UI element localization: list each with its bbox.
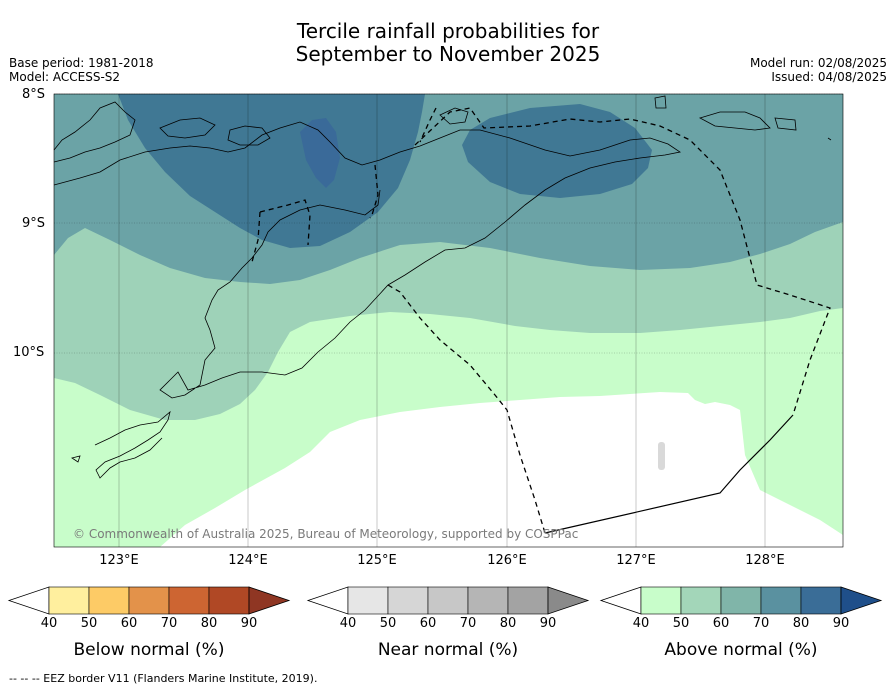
lon-label-125e: 125°E — [357, 553, 397, 568]
eez-solid-segment — [544, 414, 794, 534]
colorbar-2-tick: 80 — [499, 616, 517, 631]
colorbar-2-extend-low — [306, 586, 349, 615]
colorbar-1-title: Below normal (%) — [73, 640, 225, 660]
colorbar-1-cell — [168, 586, 210, 615]
colorbar-2-cell — [507, 586, 549, 615]
atauro-coast — [439, 107, 469, 125]
colorbar-1-extend-high — [248, 586, 291, 615]
colorbar-2-extend-high — [547, 586, 590, 615]
moa-coast — [774, 117, 797, 131]
lon-label-128e: 128°E — [745, 553, 785, 568]
colorbar-3-cell — [720, 586, 762, 615]
meta-right: Model run: 02/08/2025 Issued: 04/08/2025 — [750, 56, 887, 84]
colorbar-2-cell — [347, 586, 389, 615]
colorbar-1-tick: 50 — [80, 616, 98, 631]
colorbar-2-tick: 70 — [459, 616, 477, 631]
colorbar-3-tick: 70 — [752, 616, 770, 631]
colorbar-3-extend-low — [599, 586, 642, 615]
lon-label-126e: 126°E — [487, 553, 527, 568]
colorbar-2-cell — [467, 586, 509, 615]
colorbar-1-tick: 60 — [120, 616, 138, 631]
colorbar-1-tick: 80 — [200, 616, 218, 631]
colorbar-3-tick: 50 — [672, 616, 690, 631]
alor-coast — [159, 117, 216, 139]
lon-label-124e: 124°E — [228, 553, 268, 568]
colorbar-3-cell — [640, 586, 682, 615]
colorbar-2-cell — [427, 586, 469, 615]
colorbar-2-tick: 60 — [419, 616, 437, 631]
colorbar-1-extend-low — [7, 586, 50, 615]
map-frame — [53, 93, 844, 548]
colorbar-2-tick: 50 — [379, 616, 397, 631]
probability-fields — [54, 94, 843, 547]
colorbar-2-title: Near normal (%) — [377, 640, 519, 660]
field-above-80 — [300, 118, 340, 188]
leti-coast — [698, 111, 771, 131]
colorbar-3-tick: 90 — [832, 616, 850, 631]
small-feature — [658, 442, 665, 470]
colorbar-2-tick: 40 — [339, 616, 357, 631]
colorbar-3-cell — [800, 586, 842, 615]
colorbar-1-cell — [208, 586, 250, 615]
copyright-notice: © Commonwealth of Australia 2025, Bureau… — [73, 527, 579, 541]
eez-border — [251, 107, 831, 534]
title-line-2: September to November 2025 — [295, 42, 601, 66]
colorbar-1-cell — [128, 586, 170, 615]
lat-label-9s: 9°S — [22, 216, 46, 231]
gridlines — [54, 93, 843, 547]
lon-label-123e: 123°E — [99, 553, 139, 568]
colorbar-1-tick: 40 — [40, 616, 58, 631]
colorbar-3-tick: 60 — [712, 616, 730, 631]
colorbar-2-tick: 90 — [539, 616, 557, 631]
lat-label-10s: 10°S — [13, 345, 45, 360]
colorbar-1-cell — [48, 586, 90, 615]
wetar-coast — [227, 125, 271, 146]
colorbar-3-extend-high — [840, 586, 883, 615]
colorbar-1-tick: 70 — [160, 616, 178, 631]
title-line-1: Tercile rainfall probabilities for — [296, 19, 600, 43]
colorbar-1-cell — [88, 586, 130, 615]
rote-coast — [71, 410, 171, 479]
colorbar-3-title: Above normal (%) — [664, 640, 818, 660]
flores-coast — [53, 101, 136, 163]
colorbar-2-cell — [387, 586, 429, 615]
model-run: Model run: 02/08/2025 — [749, 56, 887, 70]
colorbar-3-tick: 80 — [792, 616, 810, 631]
lat-label-8s: 8°S — [22, 87, 46, 102]
lon-label-127e: 127°E — [616, 553, 656, 568]
model-name: Model: ACCESS-S2 — [9, 70, 121, 84]
colorbar-3-cell — [680, 586, 722, 615]
colorbars — [7, 586, 883, 615]
sermata-coast — [827, 137, 832, 141]
issued-date: Issued: 04/08/2025 — [771, 70, 887, 84]
field-above-70 — [118, 94, 425, 248]
coastlines — [53, 95, 832, 479]
meta-left: Base period: 1981-2018 Model: ACCESS-S2 — [9, 56, 154, 84]
timor-island-coast — [53, 121, 682, 399]
colorbar-1-tick: 90 — [240, 616, 258, 631]
colorbar-3-tick: 40 — [632, 616, 650, 631]
map-title: Tercile rainfall probabilities for Septe… — [0, 20, 896, 66]
base-period: Base period: 1981-2018 — [9, 56, 154, 70]
colorbar-3-cell — [760, 586, 802, 615]
eez-footnote: -- -- -- EEZ border V11 (Flanders Marine… — [9, 672, 318, 685]
kisar-coast — [654, 95, 667, 109]
